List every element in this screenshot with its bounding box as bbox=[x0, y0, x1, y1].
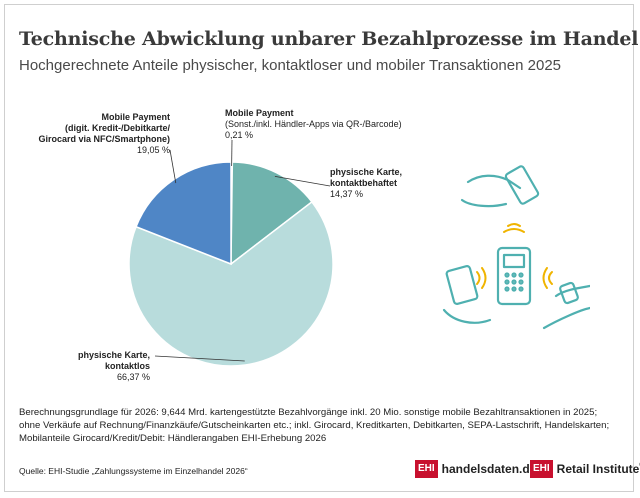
basis-line: Berechnungsgrundlage für 2026: 9,644 Mrd… bbox=[19, 407, 598, 418]
label-card-contactless: physische Karte, kontaktlos 66,37 % bbox=[58, 350, 150, 383]
label-detail-2: Girocard via NFC/Smartphone) bbox=[38, 134, 170, 144]
label-name: physische Karte, bbox=[77, 350, 150, 360]
basis-line: Mobilanteile Girocard/Kredit/Debit: Händ… bbox=[19, 433, 327, 444]
logo-institute-text: Retail Institute® bbox=[557, 462, 640, 476]
label-name: Mobile Payment bbox=[101, 112, 170, 122]
pie-slice-1 bbox=[230, 161, 313, 266]
label-detail: kontaktbehaftet bbox=[330, 178, 398, 188]
leader-line-1 bbox=[274, 175, 331, 187]
calculation-basis: Berechnungsgrundlage für 2026: 9,644 Mrd… bbox=[19, 406, 625, 445]
label-value: 66,37 % bbox=[116, 372, 150, 382]
leader-line-2 bbox=[154, 355, 245, 362]
source-note: Quelle: EHI-Studie „Zahlungssysteme im E… bbox=[19, 466, 248, 476]
ehi-institute-logo: EHI Retail Institute® bbox=[530, 460, 640, 478]
label-mobile-payment-nfc: Mobile Payment (digit. Kredit-/Debitkart… bbox=[20, 112, 170, 156]
label-name: Mobile Payment bbox=[225, 108, 294, 118]
logo-institute-name: Retail Institute bbox=[556, 462, 640, 476]
label-card-contact: physische Karte, kontaktbehaftet 14,37 % bbox=[330, 167, 402, 200]
label-detail: kontaktlos bbox=[104, 361, 150, 371]
pie-slice-2 bbox=[128, 200, 334, 367]
label-value: 0,21 % bbox=[225, 130, 254, 140]
chart-title: Technische Abwicklung unbarer Bezahlproz… bbox=[19, 28, 639, 50]
ehi-mark: EHI bbox=[530, 460, 553, 478]
leader-line-3 bbox=[169, 149, 177, 184]
label-detail-1: (digit. Kredit-/Debitkarte/ bbox=[64, 123, 170, 133]
ehi-mark: EHI bbox=[415, 460, 438, 478]
basis-line: ohne Verkäufe auf Rechnung/Finanzkäufe/G… bbox=[19, 420, 610, 431]
logo-site-text: handelsdaten.de bbox=[441, 462, 537, 476]
label-name: physische Karte, bbox=[330, 167, 403, 177]
label-detail: (Sonst./inkl. Händler-Apps via QR-/Barco… bbox=[225, 119, 402, 129]
label-value: 19,05 % bbox=[136, 145, 170, 155]
pie-slice-3 bbox=[135, 161, 232, 266]
payment-illustration-icon bbox=[442, 165, 590, 330]
label-value: 14,37 % bbox=[330, 189, 364, 199]
label-mobile-payment-other: Mobile Payment (Sonst./inkl. Händler-App… bbox=[225, 108, 402, 141]
handelsdaten-logo: EHI handelsdaten.de bbox=[415, 460, 536, 478]
chart-subtitle: Hochgerechnete Anteile physischer, konta… bbox=[19, 57, 561, 74]
